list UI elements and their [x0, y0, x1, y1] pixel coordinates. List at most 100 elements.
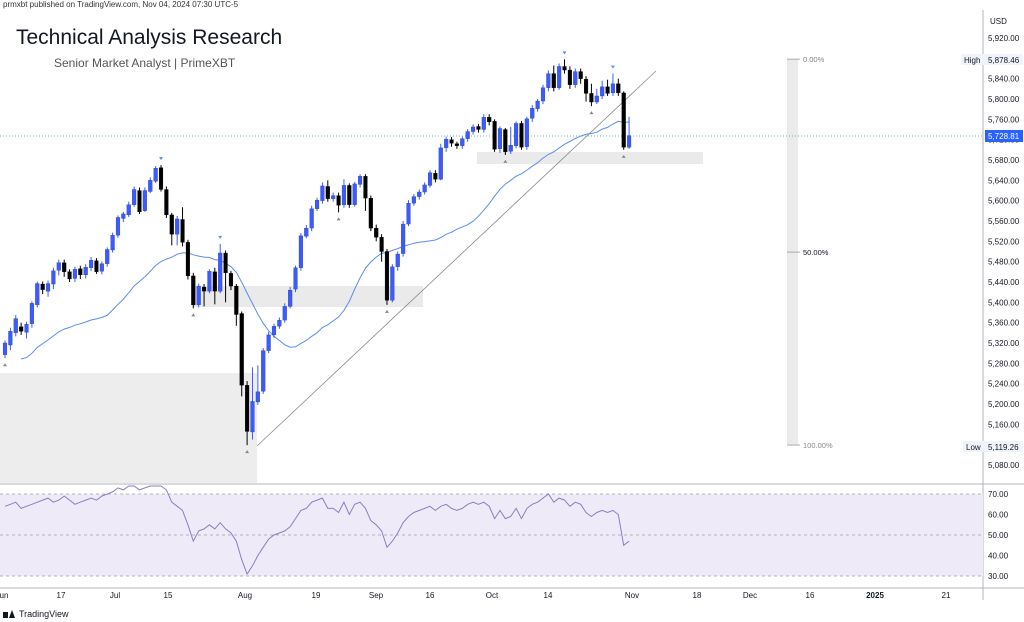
- pivot-low-marker: [245, 450, 250, 454]
- time-tick-label: Nov: [625, 591, 639, 600]
- candle-down: [336, 195, 341, 206]
- candle-up: [13, 318, 18, 333]
- price-tick-label: 5,440.00: [988, 278, 1020, 287]
- time-tick-label: 16: [806, 591, 815, 600]
- candle-up: [514, 123, 519, 146]
- candle-down: [492, 121, 497, 150]
- candle-down: [589, 93, 594, 103]
- chart-title: Technical Analysis Research: [16, 26, 282, 49]
- candle-down: [454, 143, 459, 146]
- candle-down: [368, 197, 373, 229]
- support-zones: [0, 152, 703, 483]
- candle-up: [600, 86, 605, 97]
- pivot-high-marker: [218, 235, 223, 239]
- candle-up: [465, 131, 470, 139]
- price-tick-label: 5,680.00: [988, 156, 1020, 165]
- candle-down: [78, 268, 83, 276]
- candle-up: [358, 176, 363, 185]
- price-tick-label: 5,600.00: [988, 197, 1020, 206]
- high-badge-bg: [961, 54, 985, 65]
- time-tick-label: Sep: [369, 591, 384, 600]
- candle-up: [207, 271, 212, 292]
- pivot-high-marker: [610, 65, 615, 69]
- candle-down: [503, 129, 508, 153]
- candle-down: [551, 73, 556, 88]
- pivot-low-marker: [384, 309, 389, 313]
- candle-up: [45, 283, 51, 292]
- candle-up: [132, 189, 137, 205]
- candle-up: [444, 139, 449, 148]
- candle-up: [497, 128, 503, 149]
- low-value-bg: [985, 441, 1023, 452]
- time-tick-label: Aug: [238, 591, 252, 600]
- high-label: High: [964, 56, 980, 65]
- price-tick-label: 5,920.00: [988, 34, 1020, 43]
- demand-zone: [0, 373, 257, 483]
- ma-line: [20, 120, 630, 360]
- candle-down: [374, 227, 379, 238]
- candle-up: [352, 183, 357, 205]
- candle-down: [476, 126, 481, 130]
- pivot-low-marker: [589, 111, 594, 115]
- candle-up: [401, 223, 406, 254]
- pivot-markers: [3, 51, 626, 454]
- candle-up: [24, 324, 29, 333]
- rsi-pane[interactable]: [0, 485, 983, 577]
- candle-up: [304, 227, 309, 237]
- candle-up: [481, 117, 486, 130]
- candle-down: [158, 167, 164, 190]
- candle-down: [40, 283, 45, 290]
- candle-up: [331, 195, 336, 199]
- candle-up: [2, 342, 8, 355]
- candle-down: [67, 271, 72, 280]
- candle-up: [460, 138, 465, 146]
- candle-up: [282, 306, 287, 321]
- candle-up: [406, 203, 411, 225]
- time-tick-label: Dec: [743, 591, 757, 600]
- candle-down: [202, 286, 207, 292]
- candle-up: [175, 218, 180, 235]
- candle-up: [255, 391, 260, 403]
- price-tick-label: 5,840.00: [988, 75, 1020, 84]
- time-tick-label: Oct: [486, 591, 499, 600]
- candle-down: [449, 139, 454, 144]
- candle-down: [621, 92, 626, 148]
- time-tick-label: 19: [312, 591, 321, 600]
- support-zone-top: [477, 152, 703, 164]
- candle-down: [185, 242, 190, 277]
- candle-up: [288, 289, 293, 307]
- rsi-tick-label: 70.00: [988, 490, 1009, 499]
- candle-down: [212, 271, 217, 292]
- candle-up: [411, 196, 416, 204]
- candle-up: [56, 262, 61, 271]
- candle-up: [314, 200, 320, 209]
- pivot-high-marker: [562, 51, 567, 55]
- candle-down: [562, 66, 567, 71]
- high-value-bg: [985, 54, 1023, 65]
- candle-up: [390, 266, 395, 301]
- rsi-tick-label: 60.00: [988, 511, 1009, 520]
- tradingview-brand: TradingView: [3, 607, 69, 621]
- candle-up: [395, 253, 400, 267]
- price-tick-label: 5,360.00: [988, 319, 1020, 328]
- candle-down: [583, 79, 589, 94]
- candle-down: [379, 237, 384, 252]
- candle-down: [616, 83, 621, 94]
- price-axis[interactable]: 5,920.005,880.005,840.005,800.005,760.00…: [988, 34, 1020, 470]
- low-value: 5,119.26: [988, 443, 1019, 452]
- candle-up: [250, 401, 255, 433]
- price-tick-label: 5,520.00: [988, 237, 1020, 246]
- brand-label: TradingView: [19, 609, 69, 619]
- fib-level-label: 0.00%: [803, 55, 825, 64]
- candle-up: [427, 172, 433, 186]
- price-tick-label: 5,200.00: [988, 400, 1020, 409]
- fib-level-label: 100.00%: [803, 441, 833, 450]
- time-axis[interactable]: un 17 Jul 15 Aug 19 Sep 16 Oct 14 Nov 18 Dec 16 2025 21: [0, 591, 951, 600]
- price-tick-label: 5,240.00: [988, 380, 1020, 389]
- candle-up: [89, 259, 94, 268]
- price-tick-label: 5,400.00: [988, 298, 1020, 307]
- candle-up: [471, 126, 476, 132]
- price-tick-label: 5,080.00: [988, 461, 1020, 470]
- candle-down: [62, 262, 67, 272]
